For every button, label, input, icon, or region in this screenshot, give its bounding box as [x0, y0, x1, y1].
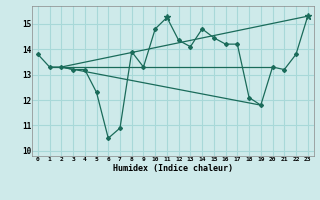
X-axis label: Humidex (Indice chaleur): Humidex (Indice chaleur): [113, 164, 233, 173]
